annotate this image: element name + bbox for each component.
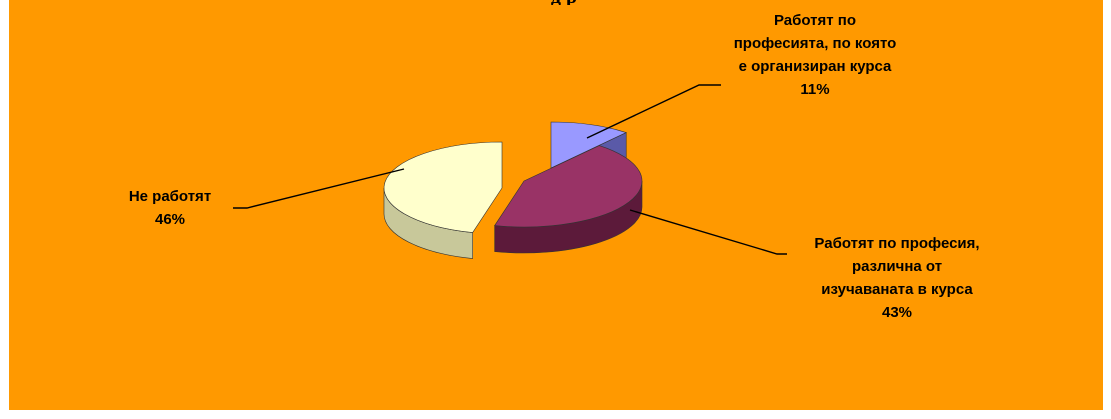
data-label-1-line-0: Работят по професия, — [814, 235, 979, 252]
pie-slice-1 — [494, 145, 643, 228]
data-label-0-line-2: е организиран курса — [739, 58, 892, 75]
data-label-0-line-0: Работят по — [774, 12, 856, 29]
chart-area: д р Работят по професията, по която е орга… — [9, 0, 1103, 410]
pie-slice-0 — [550, 121, 628, 169]
data-label-2-line-1: 46% — [155, 211, 185, 228]
leader-line-0 — [586, 84, 721, 139]
pie-slice-2 — [383, 141, 503, 233]
leader-line-2 — [233, 168, 405, 209]
data-label-0-line-1: професията, по която — [734, 35, 897, 52]
data-label-1-line-3: 43% — [882, 304, 912, 321]
leader-line-1 — [629, 209, 787, 255]
data-label-2-line-0: Не работят — [129, 188, 211, 205]
pie-chart: Работят по професията, по която е организи… — [129, 12, 980, 321]
data-label-1-line-2: изучаваната в курса — [821, 281, 973, 298]
data-label-1-line-1: различна от — [852, 258, 942, 275]
data-label-0-line-3: 11% — [800, 81, 829, 98]
chart-title: д р — [489, 0, 639, 5]
